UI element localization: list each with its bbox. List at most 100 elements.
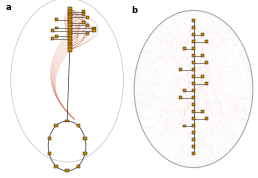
FancyBboxPatch shape — [201, 111, 204, 113]
FancyBboxPatch shape — [192, 96, 195, 99]
FancyBboxPatch shape — [192, 68, 195, 71]
FancyBboxPatch shape — [183, 89, 186, 92]
FancyBboxPatch shape — [68, 43, 72, 46]
FancyBboxPatch shape — [68, 45, 72, 49]
FancyArrowPatch shape — [52, 41, 74, 119]
FancyBboxPatch shape — [192, 82, 195, 85]
FancyBboxPatch shape — [83, 137, 86, 140]
FancyBboxPatch shape — [66, 169, 69, 172]
FancyArrowPatch shape — [72, 24, 84, 49]
FancyBboxPatch shape — [48, 152, 51, 155]
FancyBboxPatch shape — [192, 110, 195, 113]
FancyBboxPatch shape — [192, 131, 195, 134]
FancyBboxPatch shape — [68, 40, 72, 43]
FancyBboxPatch shape — [192, 117, 195, 120]
FancyBboxPatch shape — [68, 26, 72, 30]
FancyArrowPatch shape — [50, 33, 74, 119]
FancyArrowPatch shape — [64, 14, 68, 29]
FancyArrowPatch shape — [54, 46, 74, 119]
FancyArrowPatch shape — [67, 11, 68, 20]
FancyArrowPatch shape — [54, 49, 74, 119]
Text: a: a — [5, 3, 11, 12]
FancyBboxPatch shape — [205, 61, 208, 64]
FancyArrowPatch shape — [72, 10, 98, 49]
FancyBboxPatch shape — [68, 37, 72, 41]
FancyArrowPatch shape — [72, 16, 80, 35]
FancyBboxPatch shape — [68, 21, 72, 24]
FancyBboxPatch shape — [201, 54, 204, 57]
FancyArrowPatch shape — [72, 21, 85, 49]
FancyArrowPatch shape — [72, 15, 89, 43]
FancyBboxPatch shape — [192, 145, 195, 148]
Text: b: b — [132, 6, 138, 15]
FancyBboxPatch shape — [48, 137, 51, 140]
FancyBboxPatch shape — [68, 32, 72, 35]
FancyBboxPatch shape — [51, 29, 54, 32]
FancyArrowPatch shape — [52, 38, 74, 119]
FancyArrowPatch shape — [72, 27, 77, 45]
FancyArrowPatch shape — [65, 19, 68, 34]
FancyBboxPatch shape — [192, 47, 195, 50]
FancyBboxPatch shape — [92, 29, 95, 32]
FancyBboxPatch shape — [68, 15, 72, 19]
FancyBboxPatch shape — [55, 35, 58, 38]
FancyBboxPatch shape — [82, 21, 85, 24]
FancyArrowPatch shape — [72, 13, 81, 32]
FancyBboxPatch shape — [192, 89, 195, 92]
FancyBboxPatch shape — [68, 29, 72, 33]
FancyBboxPatch shape — [77, 124, 80, 127]
FancyArrowPatch shape — [51, 36, 74, 119]
FancyBboxPatch shape — [192, 33, 195, 36]
FancyBboxPatch shape — [55, 18, 58, 21]
FancyBboxPatch shape — [179, 96, 182, 99]
FancyBboxPatch shape — [68, 48, 72, 52]
FancyArrowPatch shape — [72, 19, 79, 38]
FancyBboxPatch shape — [82, 10, 85, 13]
FancyBboxPatch shape — [192, 124, 195, 127]
FancyArrowPatch shape — [53, 44, 74, 119]
FancyBboxPatch shape — [66, 120, 69, 122]
FancyBboxPatch shape — [86, 32, 89, 35]
FancyBboxPatch shape — [192, 61, 195, 64]
FancyArrowPatch shape — [72, 21, 79, 40]
FancyBboxPatch shape — [192, 152, 195, 155]
FancyBboxPatch shape — [205, 82, 208, 85]
FancyBboxPatch shape — [82, 13, 85, 16]
FancyBboxPatch shape — [192, 40, 195, 43]
FancyBboxPatch shape — [205, 117, 208, 120]
FancyBboxPatch shape — [68, 34, 72, 38]
FancyBboxPatch shape — [192, 75, 195, 78]
FancyBboxPatch shape — [55, 27, 58, 29]
FancyBboxPatch shape — [183, 47, 186, 50]
FancyArrowPatch shape — [72, 10, 86, 40]
FancyBboxPatch shape — [192, 54, 195, 57]
FancyArrowPatch shape — [72, 13, 86, 38]
FancyBboxPatch shape — [92, 27, 95, 29]
FancyArrowPatch shape — [55, 52, 74, 119]
FancyBboxPatch shape — [86, 16, 89, 19]
FancyArrowPatch shape — [72, 10, 82, 30]
FancyBboxPatch shape — [192, 103, 195, 106]
FancyBboxPatch shape — [86, 24, 89, 27]
FancyArrowPatch shape — [72, 15, 94, 49]
FancyBboxPatch shape — [192, 26, 195, 29]
FancyBboxPatch shape — [183, 124, 186, 127]
FancyBboxPatch shape — [68, 7, 72, 11]
FancyBboxPatch shape — [201, 75, 204, 78]
FancyArrowPatch shape — [66, 22, 68, 37]
FancyArrowPatch shape — [72, 10, 77, 24]
FancyBboxPatch shape — [192, 19, 195, 22]
FancyBboxPatch shape — [68, 13, 72, 16]
FancyBboxPatch shape — [51, 38, 54, 40]
FancyArrowPatch shape — [64, 11, 68, 26]
FancyArrowPatch shape — [72, 18, 86, 46]
FancyArrowPatch shape — [72, 13, 90, 46]
FancyArrowPatch shape — [72, 30, 78, 48]
FancyBboxPatch shape — [68, 18, 72, 22]
FancyArrowPatch shape — [72, 24, 78, 43]
FancyBboxPatch shape — [192, 138, 195, 142]
FancyBboxPatch shape — [179, 68, 182, 71]
FancyBboxPatch shape — [83, 152, 86, 155]
FancyArrowPatch shape — [65, 16, 68, 31]
FancyBboxPatch shape — [54, 124, 58, 127]
